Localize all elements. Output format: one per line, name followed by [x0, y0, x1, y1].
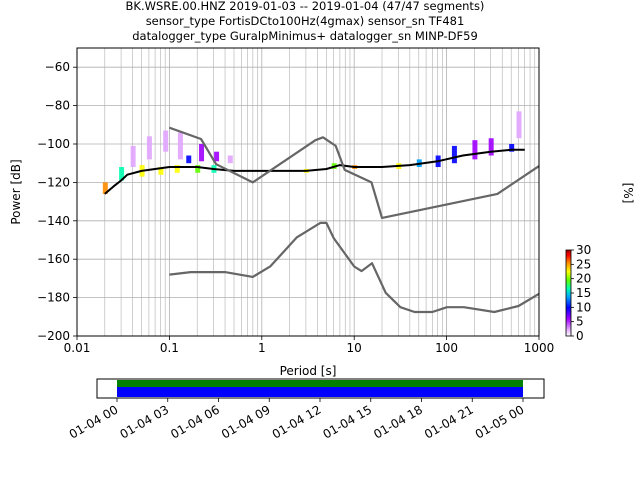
density-cell: [214, 151, 220, 162]
y-tick-label: −160: [37, 252, 70, 266]
y-tick-label: −140: [37, 214, 70, 228]
density-cell: [516, 111, 522, 139]
colorbar-tick-label: 20: [576, 272, 591, 286]
x-tick-label: 1000: [524, 341, 555, 355]
density-cell: [158, 167, 164, 175]
noise-model-lines: [104, 126, 540, 314]
coverage-band-data-available: [117, 387, 523, 397]
y-axis-ticks: −200 −180 −160 −140 −120 −100 −80 −60: [37, 60, 77, 343]
density-cell: [195, 165, 201, 173]
series-new-low-noise-model: [169, 221, 540, 314]
y-tick-label: −120: [37, 175, 70, 189]
y-tick-label: −180: [37, 291, 70, 305]
density-cell: [199, 144, 205, 162]
x-tick-label: 0.1: [160, 341, 179, 355]
density-cell: [509, 144, 515, 152]
y-tick-label: −60: [45, 60, 70, 74]
x-tick-label: 100: [435, 341, 458, 355]
ppsd-plot: 0.01 0.1 1 10 100 1000 −200 −180 −160 −140 −120 −1…: [9, 47, 555, 378]
x-axis-ticks: 0.01 0.1 1 10 100 1000: [64, 336, 555, 355]
y-tick-label: −100: [37, 137, 70, 151]
colorbar-tick-label: 15: [576, 286, 591, 300]
density-cell: [174, 165, 180, 173]
timeline-tick-label: 01-04 03: [118, 402, 172, 441]
timeline-tick-label: 01-04 15: [321, 402, 375, 441]
x-tick-label: 0.01: [64, 341, 91, 355]
timeline-tick-label: 01-04 18: [371, 402, 425, 441]
title-line-3: datalogger_type GuralpMinimus+ datalogge…: [132, 29, 478, 43]
colorbar-tick-label: 30: [576, 243, 591, 257]
x-tick-label: 10: [347, 341, 362, 355]
plot-background: [77, 48, 539, 336]
y-tick-label: −200: [37, 329, 70, 343]
density-cell: [130, 145, 136, 168]
title-line-1: BK.WSRE.00.HNZ 2019-01-03 -- 2019-01-04 …: [126, 0, 485, 13]
colorbar-tick-label: 10: [576, 300, 591, 314]
timeline-tick-label: 01-04 09: [219, 402, 273, 441]
colorbar-tick-label: 5: [576, 315, 584, 329]
density-cell: [146, 136, 152, 160]
timeline-tick-label: 01-04 12: [270, 402, 324, 441]
density-cell: [472, 140, 478, 160]
colorbar-gradient: [565, 249, 572, 337]
colorbar-tick-label: 25: [576, 257, 591, 271]
density-cell: [119, 167, 125, 181]
timeline-tick-label: 01-05 00: [473, 402, 527, 441]
density-cell: [102, 182, 108, 194]
x-tick-label: 1: [258, 341, 266, 355]
density-cell: [163, 130, 169, 152]
timeline-tick-label: 01-04 00: [67, 402, 121, 441]
density-cell: [488, 138, 494, 156]
timeline-tick-label: 01-04 21: [422, 402, 476, 441]
colorbar-label: [%]: [621, 183, 635, 204]
y-axis-label: Power [dB]: [9, 159, 23, 224]
y-tick-label: −80: [45, 99, 70, 113]
title-line-2: sensor_type FortisDCto100Hz(4gmax) senso…: [146, 14, 465, 28]
series-ppsd-mode: [104, 148, 525, 195]
coverage-band-ppsd-used: [117, 380, 523, 387]
density-cell: [186, 155, 192, 164]
timeline-tick-label: 01-04 06: [168, 402, 222, 441]
figure-title: BK.WSRE.00.HNZ 2019-01-03 -- 2019-01-04 …: [126, 0, 485, 43]
density-cell: [227, 155, 233, 164]
colorbar-tick-label: 0: [576, 329, 584, 343]
density-cell: [451, 145, 457, 164]
density-cell: [177, 132, 183, 160]
plot-frame: [76, 47, 540, 337]
series-new-high-noise-model: [169, 126, 540, 219]
x-axis-label: Period [s]: [280, 364, 337, 378]
